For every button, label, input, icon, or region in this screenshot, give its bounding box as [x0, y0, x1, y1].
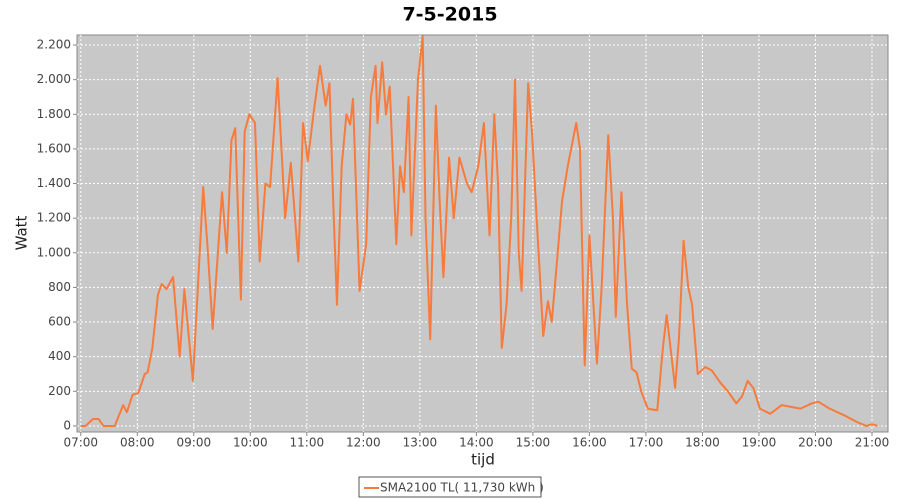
x-tick-label: 11:00 — [290, 436, 325, 450]
x-axis-title: tijd — [471, 451, 495, 469]
x-tick-label: 17:00 — [629, 436, 664, 450]
y-tick-label: 1.400 — [37, 176, 71, 190]
x-tick-label: 21:00 — [855, 436, 890, 450]
y-tick-label: 2.000 — [37, 72, 71, 86]
plot-area — [76, 34, 889, 433]
x-tick-label: 13:00 — [403, 436, 438, 450]
y-tick-label: 0 — [63, 418, 71, 432]
legend-label: SMA2100 TL( 11,730 kWh ) — [380, 481, 544, 495]
y-tick-label: 2.200 — [37, 38, 71, 52]
x-tick-label: 15:00 — [516, 436, 551, 450]
y-tick-label: 600 — [48, 315, 71, 329]
chart-title: 7-5-2015 — [402, 4, 497, 26]
y-tick-label: 800 — [48, 280, 71, 294]
x-tick-label: 07:00 — [63, 436, 98, 450]
x-tick-label: 16:00 — [572, 436, 607, 450]
y-tick-label: 400 — [48, 349, 71, 363]
y-tick-label: 1.600 — [37, 141, 71, 155]
data-line — [80, 35, 878, 427]
x-tick-label: 08:00 — [120, 436, 155, 450]
x-tick-label: 18:00 — [685, 436, 720, 450]
x-tick-label: 10:00 — [233, 436, 268, 450]
x-tick-label: 19:00 — [742, 436, 777, 450]
x-tick-label: 14:00 — [459, 436, 494, 450]
y-tick-label: 200 — [48, 384, 71, 398]
y-tick-label: 1.800 — [37, 107, 71, 121]
y-tick-label: 1.000 — [37, 245, 71, 259]
legend — [358, 476, 542, 498]
y-axis-title: Watt — [13, 215, 31, 250]
x-tick-label: 09:00 — [177, 436, 212, 450]
x-tick-label: 20:00 — [798, 436, 833, 450]
y-tick-label: 1.200 — [37, 211, 71, 225]
x-tick-label: 12:00 — [346, 436, 381, 450]
